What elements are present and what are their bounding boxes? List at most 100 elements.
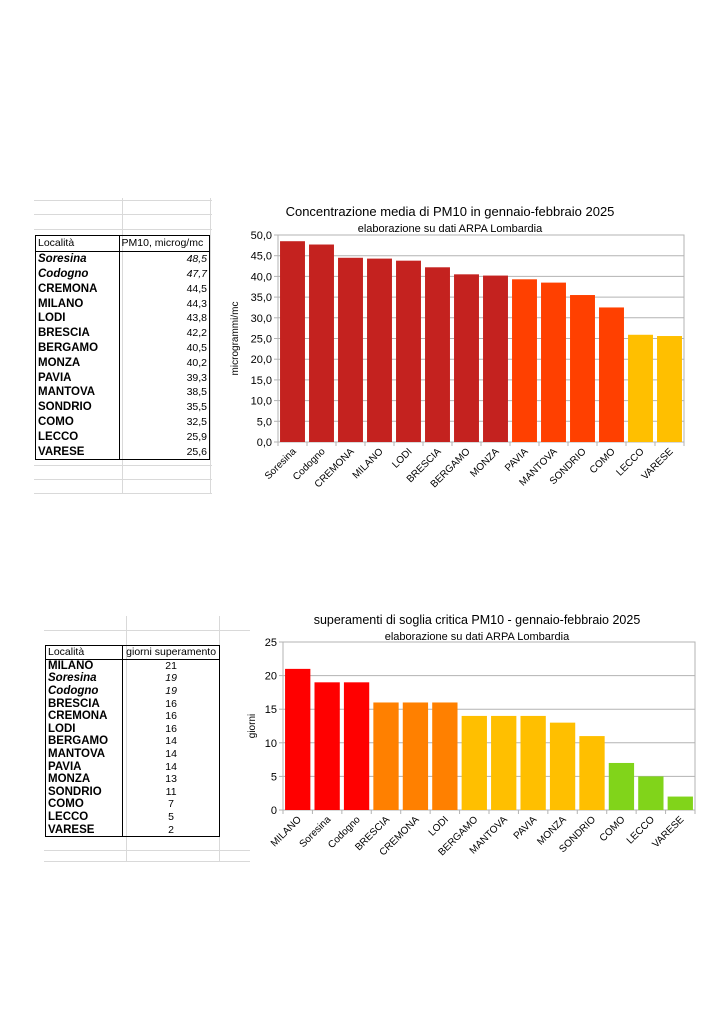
bar [425,267,450,442]
y-tick-label: 45,0 [251,251,272,263]
value-cell: 21 [122,659,220,673]
location-cell: CREMONA [44,709,124,723]
bar [396,260,421,442]
value-cell: 40,2 [119,355,211,371]
y-axis-label: microgrammi/mc [230,302,241,376]
location-cell: COMO [44,798,124,811]
x-tick-label: VARESE [650,814,686,850]
table-row: VARESE 2 [44,823,220,837]
x-tick-label: PAVIA [512,814,540,842]
table-row: LODI 43,8 [35,310,211,326]
value-cell: 19 [122,684,220,698]
bar [570,295,595,442]
value-cell: 42,2 [119,325,211,341]
value-cell: 7 [122,798,220,811]
table-row: COMO 32,5 [35,414,211,430]
x-tick-label: LODI [427,814,451,838]
bar [309,244,334,442]
header-value: PM10, microg/mc [118,235,211,252]
location-cell: Codogno [44,684,124,698]
table-row: LECCO 25,9 [35,429,211,445]
bar [608,762,635,810]
bar [314,682,340,810]
y-tick-label: 10,0 [251,396,272,408]
value-cell: 38,5 [119,384,211,400]
bar [638,776,664,810]
location-cell: MILANO [35,296,120,311]
location-cell: BERGAMO [35,340,120,356]
table-row: COMO 7 [44,798,220,811]
table-row: LECCO 5 [44,810,220,824]
table-row: BERGAMO 14 [44,735,220,748]
location-cell: VARESE [35,444,120,460]
bar [599,307,624,442]
x-tick-label: LODI [390,446,414,470]
value-cell: 40,5 [119,340,211,356]
y-tick-label: 25 [265,637,277,649]
table-row: SONDRIO 11 [44,785,220,799]
table-row: MONZA 40,2 [35,355,211,371]
y-tick-label: 15 [265,704,277,716]
bar [579,736,605,810]
y-tick-label: 5 [271,771,277,783]
location-cell: BRESCIA [44,697,124,710]
table-row: LODI 16 [44,722,220,736]
table-row: CREMONA 16 [44,709,220,723]
table-row: SONDRIO 35,5 [35,399,211,415]
x-tick-label: PAVIA [503,446,531,474]
pm10-concentration-table: Località PM10, microg/mc Soresina 48,5 Codog… [35,235,211,460]
y-tick-label: 40,0 [251,271,272,283]
bar [432,702,458,810]
location-cell: Soresina [44,672,124,685]
bar [373,702,399,810]
y-tick-label: 50,0 [251,230,272,242]
value-cell: 2 [122,823,220,837]
bar [367,258,392,442]
value-cell: 32,5 [119,414,211,430]
value-cell: 16 [122,722,220,736]
bar [338,257,363,442]
location-cell: Codogno [35,266,120,282]
value-cell: 43,8 [119,310,211,326]
pm10-exceedance-days-table: Località giorni superamento MILANO 21 Soresi… [44,645,220,837]
location-cell: MILANO [44,659,124,673]
location-cell: BERGAMO [44,735,124,748]
location-cell: COMO [35,414,120,430]
table-row: Soresina 19 [44,672,220,685]
y-tick-label: 15,0 [251,375,272,387]
pm10-concentration-chart: Concentrazione media di PM10 in gennaio-… [230,204,685,490]
table-row: PAVIA 39,3 [35,370,211,385]
location-cell: Soresina [35,251,120,267]
value-cell: 5 [122,810,220,824]
bar [483,275,508,442]
table-row: MILANO 21 [44,659,220,673]
header-value: giorni superamento [122,645,220,660]
bar [454,274,479,442]
location-cell: SONDRIO [44,785,124,799]
location-cell: MANTOVA [44,747,124,761]
x-tick-label: MONZA [468,446,502,480]
value-cell: 16 [122,709,220,723]
value-cell: 13 [122,772,220,786]
table-row: Soresina 48,5 [35,251,211,267]
value-cell: 44,5 [119,281,211,297]
bar [520,715,546,810]
location-cell: PAVIA [35,370,120,385]
table-row: MANTOVA 38,5 [35,384,211,400]
location-cell: MONZA [35,355,120,371]
header-location: Località [35,235,120,252]
bar [667,796,693,810]
bar [461,715,487,810]
value-cell: 44,3 [119,296,211,311]
chart-title: superamenti di soglia critica PM10 - gen… [314,613,641,627]
value-cell: 14 [122,747,220,761]
y-tick-label: 5,0 [257,416,272,428]
value-cell: 14 [122,760,220,773]
y-tick-label: 20,0 [251,354,272,366]
bar [285,668,311,810]
value-cell: 14 [122,735,220,748]
table-row: BERGAMO 40,5 [35,340,211,356]
x-tick-label: MILANO [351,446,386,481]
table-header-row: Località giorni superamento [44,645,220,660]
location-cell: LODI [44,722,124,736]
